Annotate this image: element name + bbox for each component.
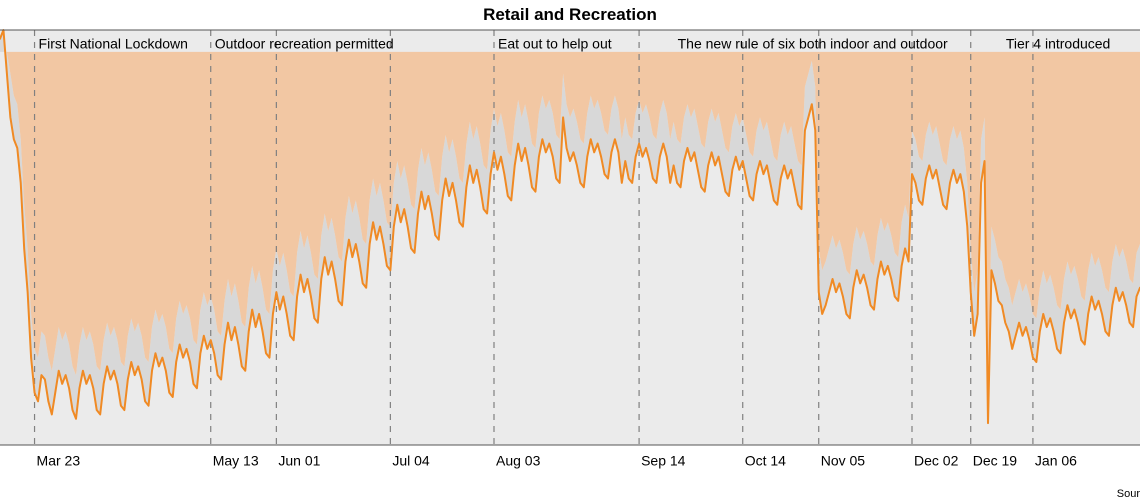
- x-tick-label: Nov 05: [821, 452, 866, 468]
- x-tick-label: Dec 02: [914, 452, 959, 468]
- x-tick-label: Aug 03: [496, 452, 541, 468]
- annotation-label: The new rule of six both indoor and outd…: [678, 35, 948, 51]
- x-tick-label: Jan 06: [1035, 452, 1077, 468]
- chart-container: Retail and Recreation Mar 23May 13Jun 01…: [0, 0, 1140, 500]
- annotation-label: Eat out to help out: [498, 35, 612, 51]
- x-tick-label: Jul 04: [392, 452, 430, 468]
- x-tick-label: Dec 19: [973, 452, 1018, 468]
- annotation-label: Tier 4 introduced: [1006, 35, 1111, 51]
- x-tick-label: May 13: [213, 452, 259, 468]
- source-label: Sour: [1117, 488, 1140, 500]
- annotation-label: First National Lockdown: [39, 35, 188, 51]
- x-tick-label: Jun 01: [278, 452, 320, 468]
- x-tick-label: Sep 14: [641, 452, 686, 468]
- x-tick-label: Oct 14: [745, 452, 786, 468]
- x-tick-label: Mar 23: [37, 452, 81, 468]
- annotation-label: Outdoor recreation permitted: [215, 35, 394, 51]
- chart-svg: Mar 23 May 13 Jun 01 Jul 04 Aug 03 Sep 14 Oct …: [0, 0, 1140, 500]
